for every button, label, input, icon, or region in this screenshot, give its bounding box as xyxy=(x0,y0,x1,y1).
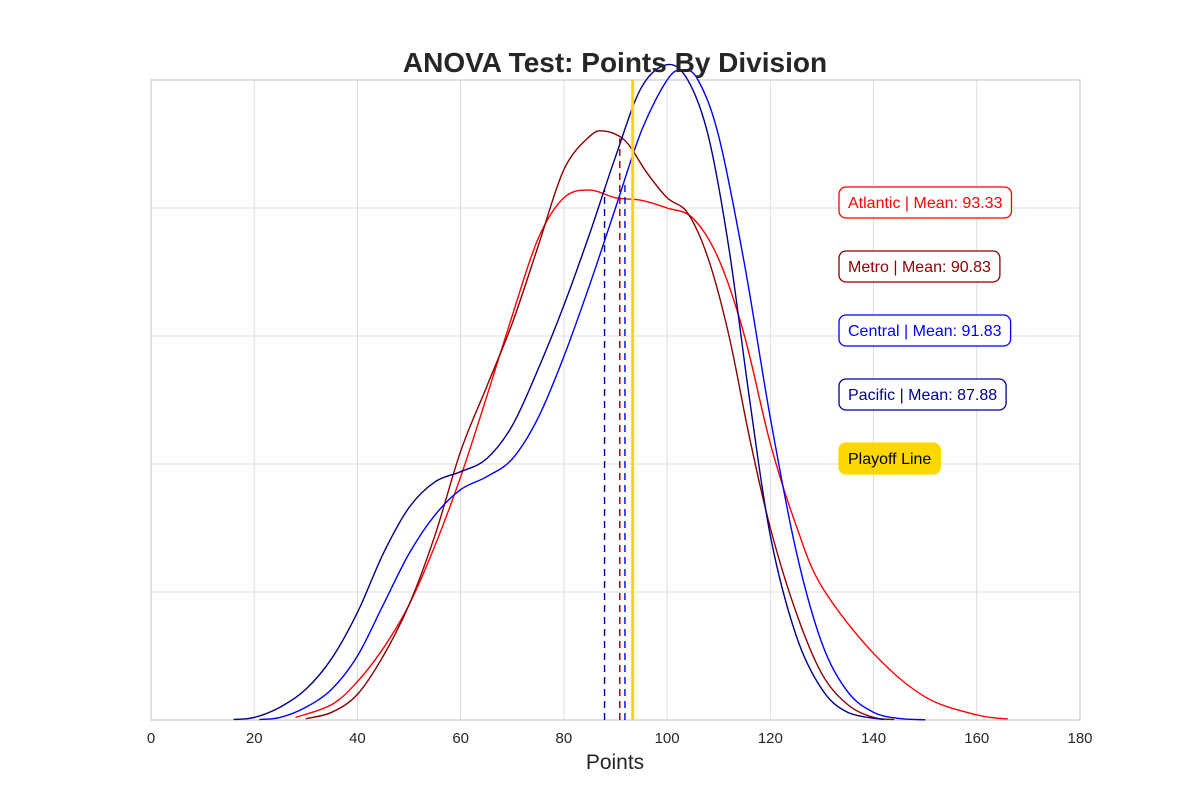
legend-item-metro: Metro | Mean: 90.83 xyxy=(838,250,1001,283)
legend-label-pacific: Pacific | Mean: 87.88 xyxy=(848,387,997,404)
x-tick-label: 180 xyxy=(1067,730,1092,747)
x-axis-label: Points xyxy=(586,751,644,774)
atlantic-density-curve xyxy=(295,189,1008,720)
legend-item-atlantic: Atlantic | Mean: 93.33 xyxy=(838,186,1013,219)
legend-box-pacific xyxy=(838,378,1007,411)
x-tick-label: 140 xyxy=(861,730,886,747)
legend-label-central: Central | Mean: 91.83 xyxy=(848,323,1002,340)
x-tick-label: 120 xyxy=(758,730,783,747)
x-tick-label: 160 xyxy=(964,730,989,747)
legend-box-metro xyxy=(838,250,1001,283)
metro-density-curve xyxy=(305,130,895,721)
x-tick-label: 0 xyxy=(147,730,155,747)
pacific-density-curve xyxy=(233,63,885,721)
legend-box-atlantic xyxy=(838,186,1013,219)
legend-box-central xyxy=(838,314,1012,347)
legend-item-pacific: Pacific | Mean: 87.88 xyxy=(838,378,1007,411)
central-density-curve xyxy=(259,69,926,721)
x-tick-label: 100 xyxy=(655,730,680,747)
density-curves xyxy=(233,63,1008,721)
chart-title: ANOVA Test: Points By Division xyxy=(403,47,827,78)
x-tick-label: 80 xyxy=(556,730,573,747)
legend-label-atlantic: Atlantic | Mean: 93.33 xyxy=(848,195,1003,212)
x-tick-label: 20 xyxy=(246,730,263,747)
legend-box-playoff xyxy=(838,442,941,475)
legend-item-central: Central | Mean: 91.83 xyxy=(838,314,1012,347)
x-tick-label: 60 xyxy=(452,730,469,747)
legend: Atlantic | Mean: 93.33 Metro | Mean: 90.8… xyxy=(838,186,1013,475)
plot-frame xyxy=(150,79,1081,721)
legend-label-playoff: Playoff Line xyxy=(848,451,931,468)
legend-item-playoff: Playoff Line xyxy=(838,442,941,475)
x-tick-label: 40 xyxy=(349,730,366,747)
x-tick-labels: 0 20 40 60 80 100 120 140 160 180 xyxy=(147,730,1093,747)
legend-label-metro: Metro | Mean: 90.83 xyxy=(848,259,991,276)
